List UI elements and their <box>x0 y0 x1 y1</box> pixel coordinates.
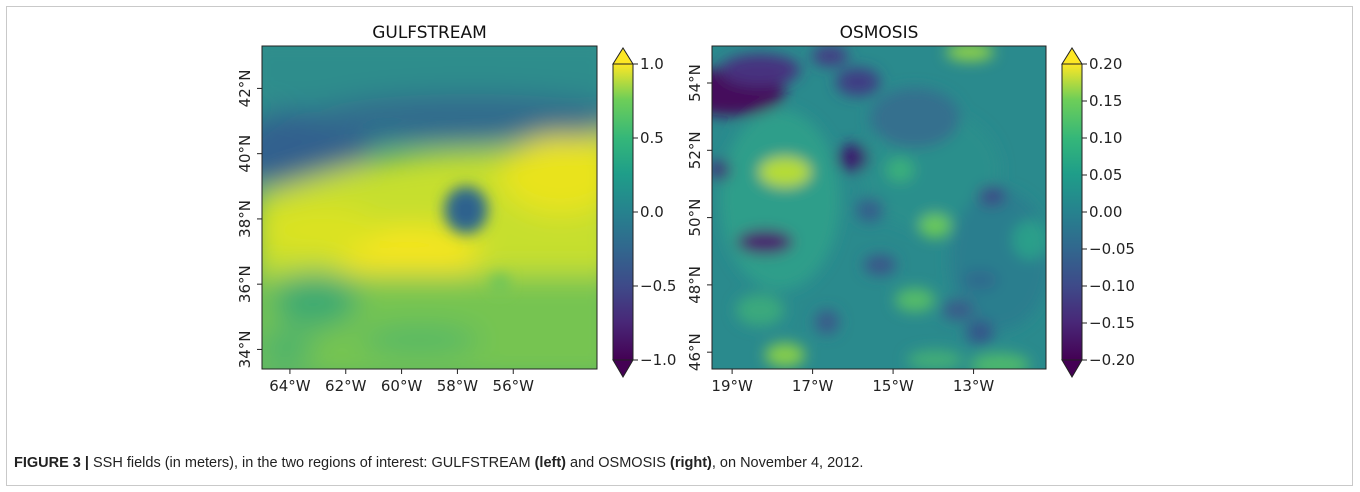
gulfstream-colorbar-tick-label: −0.5 <box>640 277 676 295</box>
gulfstream-y-tick-label: 34°N <box>236 331 254 369</box>
osmosis-colorbar-tick-label: 0.10 <box>1089 129 1122 147</box>
gulfstream-x-tick-label: 56°W <box>493 377 535 395</box>
osmosis-title: OSMOSIS <box>840 23 919 43</box>
osmosis-y-tick-label: 46°N <box>686 333 704 371</box>
osmosis-colorbar-tick-label: −0.10 <box>1089 277 1135 295</box>
caption-right: (right) <box>669 455 712 471</box>
osmosis-colorbar-tick-label: 0.00 <box>1089 203 1122 221</box>
osmosis-colorbar-tick-label: 0.05 <box>1089 166 1122 184</box>
gulfstream-panel: GULFSTREAM <box>236 23 676 395</box>
osmosis-x-tick-label: 17°W <box>792 377 834 395</box>
osmosis-y-tick-label: 48°N <box>686 266 704 304</box>
caption-text-2: and OSMOSIS <box>566 455 670 471</box>
osmosis-y-tick-label: 50°N <box>686 199 704 237</box>
gulfstream-x-tick-label: 58°W <box>437 377 479 395</box>
gulfstream-y-tick-label: 40°N <box>236 135 254 173</box>
gulfstream-y-tick-label: 38°N <box>236 200 254 238</box>
osmosis-x-tick-label: 19°W <box>711 377 753 395</box>
gulfstream-colorbar <box>612 47 634 378</box>
gulfstream-x-tick-label: 64°W <box>269 377 311 395</box>
osmosis-y-tick-label: 52°N <box>686 131 704 169</box>
caption-text-3: , on November 4, 2012. <box>711 455 864 471</box>
gulfstream-colorbar-tick-label: −1.0 <box>640 351 676 369</box>
osmosis-x-tick-label: 13°W <box>953 377 995 395</box>
osmosis-colorbar-tick-label: −0.20 <box>1089 351 1135 369</box>
gulfstream-y-tick-label: 42°N <box>236 70 254 108</box>
osmosis-panel: OSMOSIS <box>686 23 1135 395</box>
osmosis-colorbar-tick-label: −0.15 <box>1089 314 1135 332</box>
osmosis-y-ticks: 46°N 48°N 50°N 52°N 54°N <box>686 64 712 371</box>
osmosis-ssh-field <box>712 46 1046 369</box>
gulfstream-ssh-field <box>262 46 597 369</box>
gulfstream-colorbar-tick-label: 0.5 <box>640 129 664 147</box>
osmosis-colorbar-ticks: 0.20 0.15 0.10 0.05 0.00 −0.05 −0.10 −0.15 −0.20 <box>1082 55 1135 369</box>
caption-label: FIGURE 3 | <box>14 455 89 471</box>
osmosis-x-ticks: 19°W 17°W 15°W 13°W <box>711 369 994 395</box>
gulfstream-title: GULFSTREAM <box>372 23 487 43</box>
gulfstream-x-tick-label: 60°W <box>381 377 423 395</box>
osmosis-colorbar <box>1061 47 1083 378</box>
gulfstream-x-ticks: 64°W 62°W 60°W 58°W 56°W <box>269 369 534 395</box>
caption-text-1: SSH fields (in meters), in the two regio… <box>88 455 535 471</box>
osmosis-colorbar-tick-label: 0.15 <box>1089 92 1122 110</box>
caption-left: (left) <box>534 455 567 471</box>
osmosis-colorbar-tick-label: −0.05 <box>1089 240 1135 258</box>
gulfstream-colorbar-tick-label: 0.0 <box>640 203 664 221</box>
gulfstream-colorbar-ticks: 1.0 0.5 0.0 −0.5 −1.0 <box>633 55 676 369</box>
gulfstream-y-ticks: 34°N 36°N 38°N 40°N 42°N <box>236 70 262 369</box>
gulfstream-x-tick-label: 62°W <box>325 377 367 395</box>
osmosis-y-tick-label: 54°N <box>686 64 704 102</box>
figure: GULFSTREAM <box>236 23 1135 395</box>
gulfstream-colorbar-tick-label: 1.0 <box>640 55 664 73</box>
osmosis-colorbar-tick-label: 0.20 <box>1089 55 1122 73</box>
figure-caption: FIGURE 3 | SSH fields (in meters), in th… <box>14 455 1334 471</box>
osmosis-x-tick-label: 15°W <box>872 377 914 395</box>
gulfstream-y-tick-label: 36°N <box>236 265 254 303</box>
figure-frame <box>6 6 1353 486</box>
